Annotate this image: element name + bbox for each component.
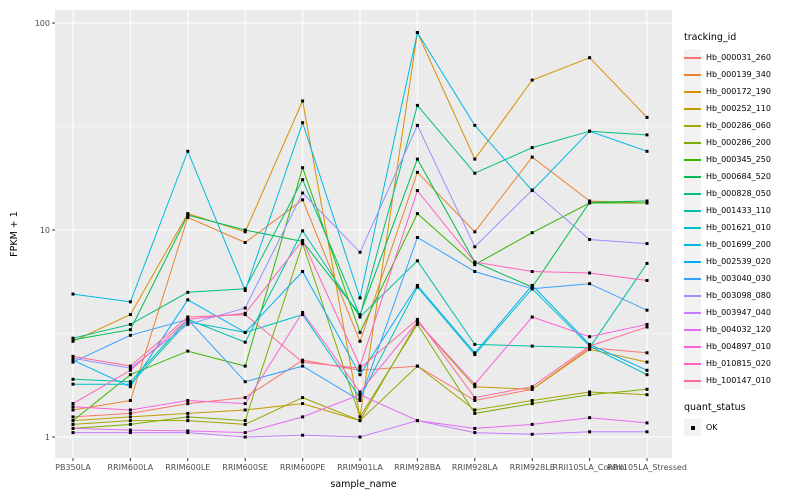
legend-entry-label: Hb_001621_010 (706, 223, 771, 232)
plot-panel (55, 10, 672, 458)
legend-entry: Hb_000252_110 (684, 100, 798, 117)
legend-key-line-icon (684, 270, 701, 287)
legend-entry-label: Hb_000139_340 (706, 70, 771, 79)
legend-entry-label: Hb_001433_110 (706, 206, 771, 215)
legend-key-line-icon (684, 219, 701, 236)
legend-entry: Hb_100147_010 (684, 372, 798, 389)
legend-key-line-icon (684, 185, 701, 202)
legend-entry-label: OK (706, 423, 718, 432)
svg-text:RRIM600LE: RRIM600LE (165, 463, 210, 472)
legend-entry: Hb_000286_200 (684, 134, 798, 151)
legend-key-line-icon (684, 304, 701, 321)
legend-entries: Hb_000031_260 Hb_000139_340 Hb_000172_190 H… (684, 49, 798, 389)
legend-entry-label: Hb_000286_200 (706, 138, 771, 147)
legend-entry: Hb_003040_030 (684, 270, 798, 287)
legend-entry: Hb_002539_020 (684, 253, 798, 270)
legend-key-line-icon (684, 355, 701, 372)
legend-entry-label: Hb_000172_190 (706, 87, 771, 96)
legend-entry: Hb_004897_010 (684, 338, 798, 355)
legend-entry-label: Hb_000828_050 (706, 189, 771, 198)
y-axis-title: FPKM + 1 (9, 211, 20, 257)
svg-text:RRIM928LE: RRIM928LE (510, 463, 555, 472)
legend-entry-label: Hb_004032_120 (706, 325, 771, 334)
legend-entry-label: Hb_100147_010 (706, 376, 771, 385)
svg-text:RRIM928BA: RRIM928BA (394, 463, 441, 472)
legend-entry: Hb_000286_060 (684, 117, 798, 134)
legend-entry-label: Hb_002539_020 (706, 257, 771, 266)
gridlines-minor (55, 126, 672, 334)
legend-entry: Hb_000684_520 (684, 168, 798, 185)
svg-text:1: 1 (45, 433, 50, 442)
legend-entry: Hb_000031_260 (684, 49, 798, 66)
legend-title-quant-status: quant_status (684, 402, 746, 413)
legend-entry-label: Hb_010815_020 (706, 359, 771, 368)
legend-key-line-icon (684, 168, 701, 185)
y-tick-labels: 1 10 100 (35, 19, 50, 442)
data-points (71, 31, 649, 439)
svg-text:RRIM600SE: RRIM600SE (222, 463, 268, 472)
legend-entry-label: Hb_003947_040 (706, 308, 771, 317)
x-axis-title: sample_name (330, 479, 397, 490)
legend-entry: Hb_000172_190 (684, 83, 798, 100)
legend-key-line-icon (684, 338, 701, 355)
legend-entry-label: Hb_003098_080 (706, 291, 771, 300)
legend-key-line-icon (684, 134, 701, 151)
legend: tracking_id Hb_000031_260 Hb_000139_340 Hb… (684, 32, 798, 436)
legend-key-line-icon (684, 202, 701, 219)
legend-entry: Hb_000139_340 (684, 66, 798, 83)
legend-title-tracking-id: tracking_id (684, 32, 737, 43)
legend-key-line-icon (684, 66, 701, 83)
x-tick-labels: PB350LA RRIM600LA RRIM600LE RRIM600SE RRIM60… (55, 463, 687, 472)
legend-entry: Hb_001433_110 (684, 202, 798, 219)
legend-key-line-icon (684, 151, 701, 168)
legend-entry: Hb_010815_020 (684, 355, 798, 372)
legend-entry: Hb_001699_200 (684, 236, 798, 253)
legend-entry: Hb_003098_080 (684, 287, 798, 304)
legend-key-line-icon (684, 321, 701, 338)
legend-quant-status: quant_status OK (684, 402, 798, 436)
legend-entry-label: Hb_004897_010 (706, 342, 771, 351)
gridlines-major (55, 10, 672, 458)
legend-entry-label: Hb_003040_030 (706, 274, 771, 283)
legend-entry-label: Hb_000031_260 (706, 53, 771, 62)
legend-key-line-icon (684, 236, 701, 253)
svg-text:10: 10 (40, 226, 50, 235)
legend-key-line-icon (684, 253, 701, 270)
legend-entry-label: Hb_000684_520 (706, 172, 771, 181)
svg-text:RRIM600LA: RRIM600LA (108, 463, 154, 472)
svg-text:RRII105LA_Stressed: RRII105LA_Stressed (607, 463, 687, 472)
legend-key-line-icon (684, 83, 701, 100)
legend-entry: Hb_000345_250 (684, 151, 798, 168)
svg-text:PB350LA: PB350LA (55, 463, 91, 472)
svg-text:100: 100 (35, 19, 50, 28)
legend-key-line-icon (684, 372, 701, 389)
legend-key-line-icon (684, 287, 701, 304)
legend-entry-label: Hb_000252_110 (706, 104, 771, 113)
legend-entry: Hb_000828_050 (684, 185, 798, 202)
svg-text:RRII105LA_Control: RRII105LA_Control (553, 463, 627, 472)
legend-entry-label: Hb_001699_200 (706, 240, 771, 249)
legend-entry-label: Hb_000286_060 (706, 121, 771, 130)
svg-text:RRIM928LA: RRIM928LA (452, 463, 498, 472)
legend-entry: Hb_004032_120 (684, 321, 798, 338)
legend-entry-ok: OK (684, 419, 798, 436)
legend-key-line-icon (684, 49, 701, 66)
svg-text:RRIM901LA: RRIM901LA (337, 463, 383, 472)
legend-key-point-icon (684, 419, 701, 436)
legend-entry-label: Hb_000345_250 (706, 155, 771, 164)
axis-ticks (52, 22, 648, 461)
legend-key-line-icon (684, 117, 701, 134)
svg-text:RRIM600PE: RRIM600PE (280, 463, 326, 472)
legend-entry: Hb_001621_010 (684, 219, 798, 236)
legend-key-line-icon (684, 100, 701, 117)
legend-entry: Hb_003947_040 (684, 304, 798, 321)
